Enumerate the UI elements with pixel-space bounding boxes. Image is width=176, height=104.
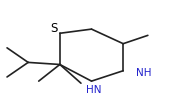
Text: S: S (50, 22, 57, 35)
Text: NH: NH (136, 68, 152, 78)
Text: HN: HN (86, 85, 102, 95)
